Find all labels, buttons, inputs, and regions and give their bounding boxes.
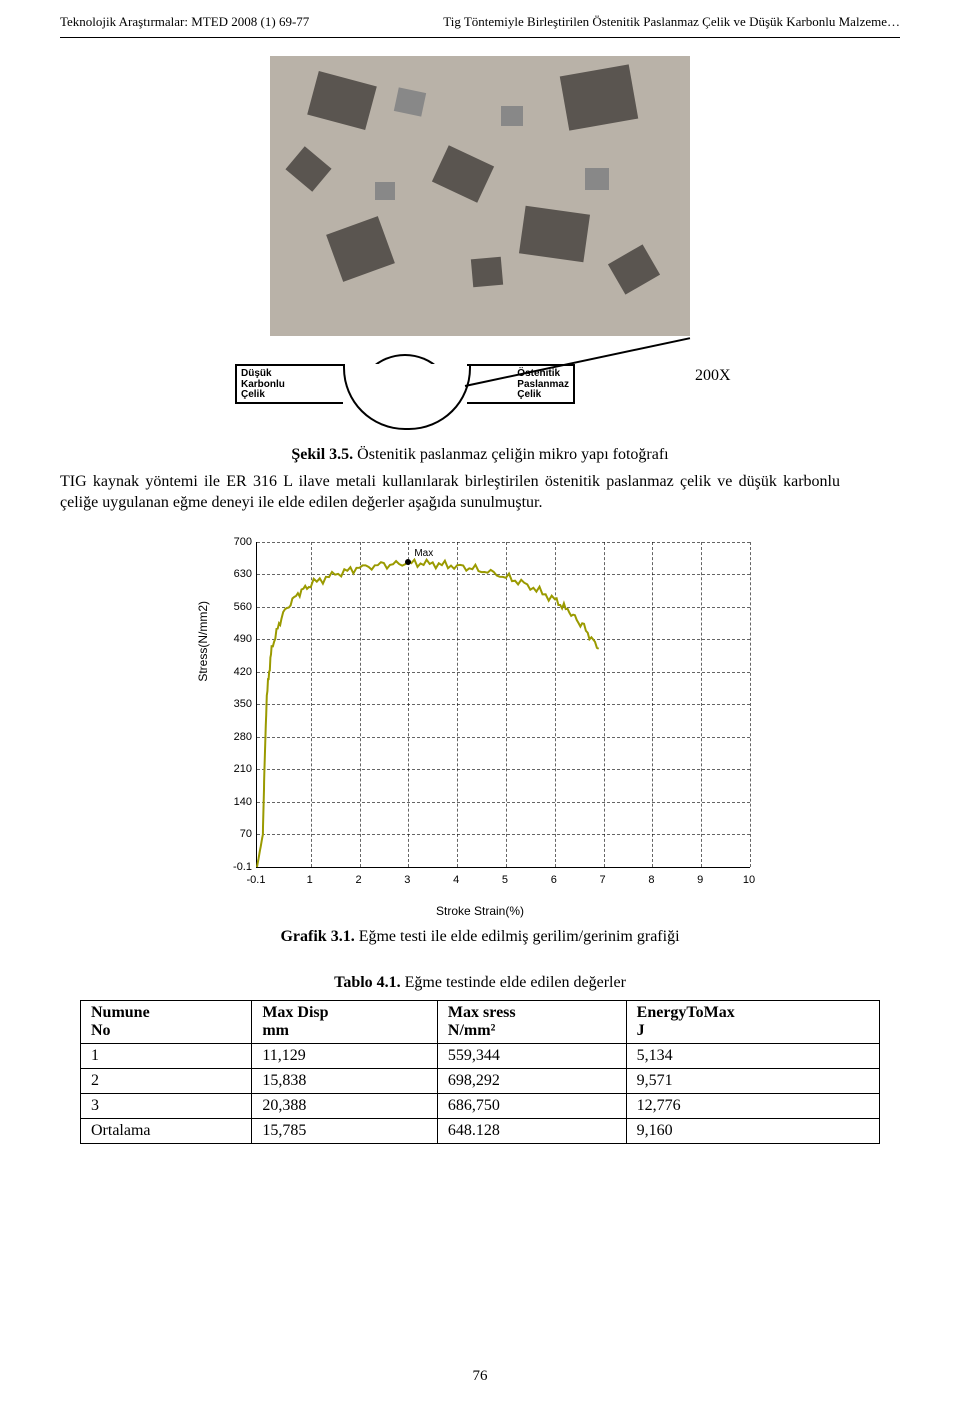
table-cell: 11,129 [252, 1043, 438, 1068]
table-cell: 15,785 [252, 1118, 438, 1143]
table-cell: 9,571 [626, 1068, 879, 1093]
table-cell: 12,776 [626, 1093, 879, 1118]
table-cell: 2 [81, 1068, 252, 1093]
y-tick: 210 [222, 763, 252, 775]
y-tick: -0.1 [222, 861, 252, 873]
max-point-label: Max [414, 548, 433, 559]
page-number: 76 [473, 1368, 488, 1385]
x-tick: 10 [743, 874, 755, 886]
y-tick: 70 [222, 828, 252, 840]
x-tick: 5 [502, 874, 508, 886]
y-tick: 420 [222, 666, 252, 678]
y-tick: 700 [222, 536, 252, 548]
x-tick: 2 [355, 874, 361, 886]
table-row: 215,838698,2929,571 [81, 1068, 880, 1093]
y-tick: 630 [222, 568, 252, 580]
table-cell: 9,160 [626, 1118, 879, 1143]
y-tick: 350 [222, 698, 252, 710]
page-header: Teknolojik Araştırmalar: MTED 2008 (1) 6… [0, 0, 960, 34]
chart-y-label: Stress(N/mm2) [196, 601, 210, 682]
table-header: NumuneNo [81, 1000, 252, 1043]
micrograph-image [270, 56, 690, 336]
table-cell: 648.128 [437, 1118, 626, 1143]
table-cell: Ortalama [81, 1118, 252, 1143]
table-header: EnergyToMaxJ [626, 1000, 879, 1043]
y-tick: 490 [222, 633, 252, 645]
results-table: NumuneNoMax DispmmMax sressN/mm²EnergyTo… [80, 1000, 880, 1144]
body-paragraph: TIG kaynak yöntemi ile ER 316 L ilave me… [60, 472, 840, 514]
table-row: Ortalama15,785648.1289,160 [81, 1118, 880, 1143]
x-tick: 4 [453, 874, 459, 886]
table-row: 111,129559,3445,134 [81, 1043, 880, 1068]
weld-schematic: Düşük Karbonlu Çelik Östenitik Paslanmaz… [235, 344, 575, 434]
table-cell: 559,344 [437, 1043, 626, 1068]
table-cell: 698,292 [437, 1068, 626, 1093]
table-cell: 686,750 [437, 1093, 626, 1118]
x-tick: 7 [600, 874, 606, 886]
chart-caption: Grafik 3.1. Eğme testi ile elde edilmiş … [60, 928, 900, 946]
figure-caption: Şekil 3.5. Östenitik paslanmaz çeliğin m… [60, 446, 900, 464]
x-tick: 9 [697, 874, 703, 886]
x-tick: 3 [404, 874, 410, 886]
table-header: Max Dispmm [252, 1000, 438, 1043]
x-tick: 1 [307, 874, 313, 886]
header-left: Teknolojik Araştırmalar: MTED 2008 (1) 6… [60, 14, 309, 30]
table-cell: 20,388 [252, 1093, 438, 1118]
x-tick: 6 [551, 874, 557, 886]
table-cell: 3 [81, 1093, 252, 1118]
stress-strain-chart: Stress(N/mm2) Stroke Strain(%) Max -0.17… [200, 532, 760, 912]
table-cell: 5,134 [626, 1043, 879, 1068]
table-cell: 1 [81, 1043, 252, 1068]
table-row: 320,388686,75012,776 [81, 1093, 880, 1118]
table-cell: 15,838 [252, 1068, 438, 1093]
weld-label-left: Düşük Karbonlu Çelik [241, 369, 285, 401]
header-right: Tig Töntemiyle Birleştirilen Östenitik P… [443, 14, 900, 30]
y-tick: 560 [222, 601, 252, 613]
table-caption: Tablo 4.1. Eğme testinde elde edilen değ… [60, 974, 900, 992]
x-tick: -0.1 [247, 874, 266, 886]
table-header: Max sressN/mm² [437, 1000, 626, 1043]
y-tick: 140 [222, 796, 252, 808]
x-tick: 8 [648, 874, 654, 886]
y-tick: 280 [222, 731, 252, 743]
chart-x-label: Stroke Strain(%) [436, 904, 524, 918]
